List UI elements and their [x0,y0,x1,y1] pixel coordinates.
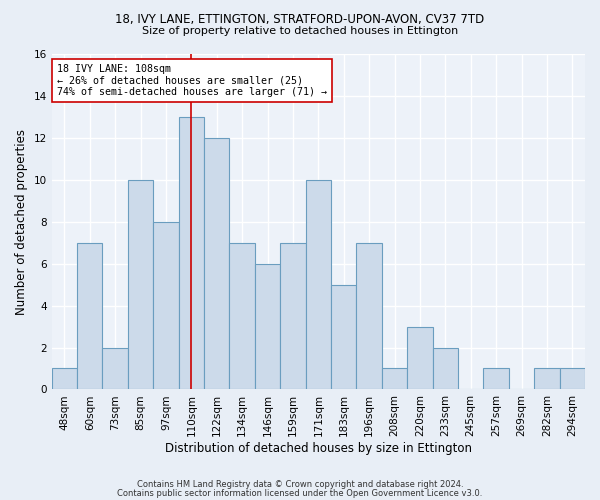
Bar [204,138,229,390]
Bar [382,368,407,390]
Bar [407,326,433,390]
X-axis label: Distribution of detached houses by size in Ettington: Distribution of detached houses by size … [165,442,472,455]
Y-axis label: Number of detached properties: Number of detached properties [15,128,28,314]
Bar [103,348,128,390]
Bar [153,222,179,390]
Bar [229,242,255,390]
Bar [331,284,356,390]
Text: Size of property relative to detached houses in Ettington: Size of property relative to detached ho… [142,26,458,36]
Bar [356,242,382,390]
Bar [534,368,560,390]
Bar [280,242,305,390]
Bar [77,242,103,390]
Bar [128,180,153,390]
Text: 18 IVY LANE: 108sqm
← 26% of detached houses are smaller (25)
74% of semi-detach: 18 IVY LANE: 108sqm ← 26% of detached ho… [57,64,327,98]
Text: Contains public sector information licensed under the Open Government Licence v3: Contains public sector information licen… [118,488,482,498]
Bar [255,264,280,390]
Bar [433,348,458,390]
Text: Contains HM Land Registry data © Crown copyright and database right 2024.: Contains HM Land Registry data © Crown c… [137,480,463,489]
Bar [484,368,509,390]
Bar [179,117,204,390]
Bar [560,368,585,390]
Bar [52,368,77,390]
Text: 18, IVY LANE, ETTINGTON, STRATFORD-UPON-AVON, CV37 7TD: 18, IVY LANE, ETTINGTON, STRATFORD-UPON-… [115,12,485,26]
Bar [305,180,331,390]
